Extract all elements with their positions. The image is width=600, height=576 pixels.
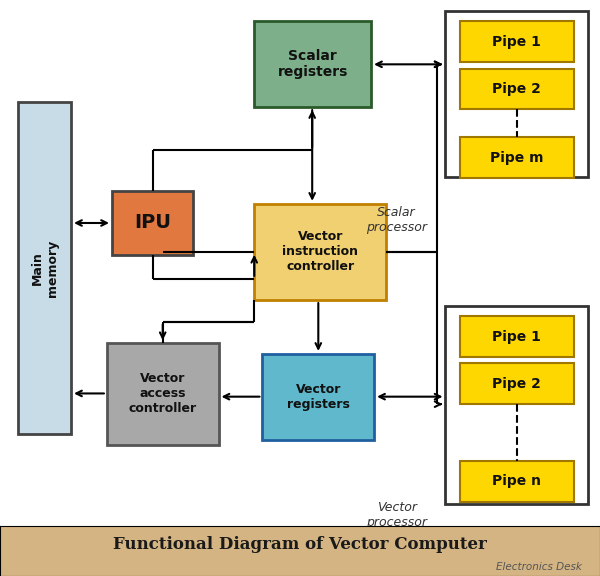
Text: Functional Diagram of Vector Computer: Functional Diagram of Vector Computer xyxy=(113,536,487,553)
Bar xyxy=(460,363,574,404)
Bar xyxy=(460,21,574,62)
Bar xyxy=(460,461,574,502)
Text: Vector
access
controller: Vector access controller xyxy=(128,373,197,415)
Text: Pipe m: Pipe m xyxy=(490,150,544,165)
Text: Pipe n: Pipe n xyxy=(492,475,541,488)
Bar xyxy=(460,316,574,357)
Text: Vector
processor: Vector processor xyxy=(366,501,427,529)
Bar xyxy=(460,137,574,178)
Bar xyxy=(254,21,371,107)
Bar xyxy=(112,191,193,255)
Bar xyxy=(254,204,386,300)
Bar xyxy=(445,11,588,177)
Text: Pipe 2: Pipe 2 xyxy=(492,82,541,96)
Bar xyxy=(262,354,374,439)
Text: Pipe 1: Pipe 1 xyxy=(492,35,541,49)
Bar xyxy=(107,343,218,445)
Text: Pipe 1: Pipe 1 xyxy=(492,329,541,344)
Bar xyxy=(445,305,588,504)
Bar xyxy=(19,102,71,434)
Text: Electronics Desk: Electronics Desk xyxy=(496,562,582,572)
Text: Scalar
registers: Scalar registers xyxy=(278,49,348,79)
Text: Scalar
processor: Scalar processor xyxy=(366,206,427,234)
Text: Vector
registers: Vector registers xyxy=(287,382,350,411)
Text: Main
memory: Main memory xyxy=(31,240,59,297)
Text: Vector
instruction
controller: Vector instruction controller xyxy=(283,230,358,274)
Text: IPU: IPU xyxy=(134,214,171,233)
Bar xyxy=(460,69,574,109)
Text: Pipe 2: Pipe 2 xyxy=(492,377,541,391)
